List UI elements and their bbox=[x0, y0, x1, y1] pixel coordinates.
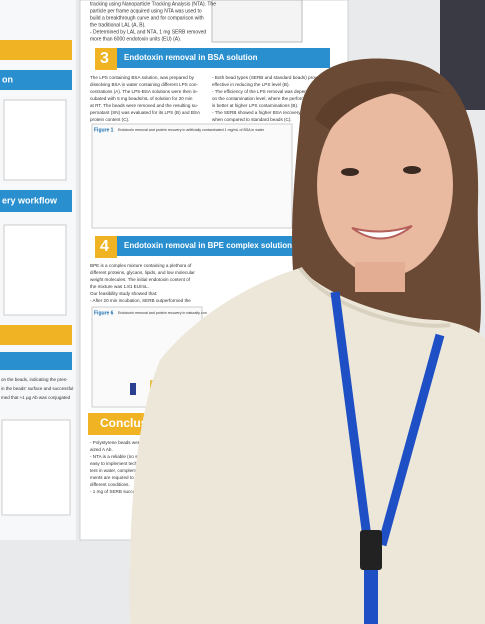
section-header bbox=[95, 48, 330, 68]
body-text: centrations (A). The LPS-BSA solutions w… bbox=[90, 89, 198, 94]
figure-caption: Endotoxin removal and protein recovery i… bbox=[118, 311, 207, 315]
body-text: protein content (C). bbox=[90, 117, 129, 122]
body-text: The LPS containing BSA solution, was pre… bbox=[90, 75, 195, 80]
body-text: tent in water, complemen bbox=[90, 468, 142, 473]
body-text: in the beads' surface and successful bbox=[1, 386, 73, 391]
body-text: cubated with 5 mg beads/mL of solution f… bbox=[90, 96, 193, 101]
body-text: particle per frame acquired using NTA wa… bbox=[90, 8, 202, 14]
body-text: - NTA is a reliable (no sample bbox=[90, 454, 150, 459]
body-text: - The SERB showed a higher BSA recovery … bbox=[212, 110, 303, 115]
section-number: 4 bbox=[100, 238, 109, 255]
body-text: med that ≈1 µg Ab was conjugated bbox=[1, 395, 71, 400]
lanyard bbox=[377, 333, 445, 547]
body-text: ments are required to evalu bbox=[90, 475, 146, 480]
section-number-box bbox=[95, 48, 117, 70]
body-text: different conditions. bbox=[90, 482, 130, 487]
body-text: - Polystyrene beads were succe bbox=[90, 440, 156, 445]
figure bbox=[91, 123, 293, 229]
body-text: - The efficiency of the LPS removal was … bbox=[212, 89, 316, 94]
figure-label: Figure 6 bbox=[94, 310, 114, 316]
lanyard bbox=[330, 291, 373, 546]
body-text: on the contamination level, where the pe… bbox=[212, 96, 316, 101]
figure-caption: Endotoxin removal and protein recovery i… bbox=[118, 128, 265, 132]
blue-bar bbox=[0, 190, 72, 212]
figure bbox=[1, 419, 71, 516]
body-text: effective in reducing the LPS level (B). bbox=[212, 82, 290, 87]
body-text: - Both bead types (SERB and standard bea… bbox=[212, 75, 323, 80]
section-title: Endotoxin removal in BPE complex solutio… bbox=[124, 241, 292, 250]
fringe bbox=[315, 81, 445, 130]
blue-bar bbox=[0, 352, 72, 370]
eye bbox=[341, 168, 359, 176]
lanyard bbox=[364, 570, 378, 624]
orange-bar bbox=[0, 325, 72, 345]
body-text: is better at higher LPS contaminations (… bbox=[212, 103, 298, 108]
body-text: - 1 mg of SERB successfull bbox=[90, 489, 146, 494]
section-number: 3 bbox=[100, 50, 109, 67]
blue-bar bbox=[0, 70, 72, 90]
body-text: pernatant (SN) was evaluated for its LPS… bbox=[90, 110, 201, 115]
figure bbox=[3, 99, 67, 181]
heading: on bbox=[2, 74, 13, 84]
body-text: Our feasibility study showed that: bbox=[90, 291, 157, 296]
body-text: BPE is a complex mixture containing a pl… bbox=[90, 263, 192, 268]
body-text: when compared to standard beads (C). bbox=[212, 117, 292, 122]
sweater bbox=[129, 268, 485, 624]
figure-label: Figure 1 bbox=[94, 127, 114, 133]
figure bbox=[3, 224, 67, 316]
heading: ery workflow bbox=[2, 195, 58, 205]
body-text: weight molecules. The initial endotoxin … bbox=[90, 277, 191, 282]
section-header bbox=[95, 236, 330, 256]
figure bbox=[211, 0, 303, 43]
body-text: - After 20 min incubation, SERB outperfo… bbox=[90, 298, 191, 303]
body-text: on the beads, indicating the pres- bbox=[1, 377, 68, 382]
body-text: the traditional LAL (A, B). bbox=[90, 22, 146, 28]
body-text: build a breakthrough curve and for compa… bbox=[90, 15, 204, 21]
body-text: dissolving BSA in water containing diffe… bbox=[90, 82, 198, 87]
orange-bar bbox=[0, 40, 72, 60]
section-number-box bbox=[95, 236, 117, 258]
body-text: at RT. The beads were removed and the re… bbox=[90, 103, 199, 108]
body-text: more than 6000 endotoxin units (EU) (A). bbox=[90, 36, 181, 42]
body-text: different proteins, glycans, lipids, and… bbox=[90, 270, 195, 275]
bar-icon bbox=[130, 383, 136, 395]
lanyard-clip bbox=[360, 530, 382, 570]
neck bbox=[355, 262, 405, 292]
body-text: aized A Ab. bbox=[90, 447, 113, 452]
body-text: the mixture was 1.81 EU/mL. bbox=[90, 284, 149, 289]
body-text: tracking using Nanoparticle Tracking Ana… bbox=[90, 1, 216, 7]
face bbox=[317, 93, 453, 277]
smile bbox=[351, 225, 413, 240]
eye bbox=[403, 166, 421, 174]
section-title: Endotoxin removal in BSA solution bbox=[124, 53, 258, 62]
body-text: - Determined by LAL and NTA, 1 mg SERB r… bbox=[90, 29, 206, 35]
poster-text: on ery workflow on the beads, indicating t… bbox=[1, 1, 323, 494]
body-text: easy to implement techniqu bbox=[90, 461, 146, 466]
collar bbox=[298, 266, 451, 328]
